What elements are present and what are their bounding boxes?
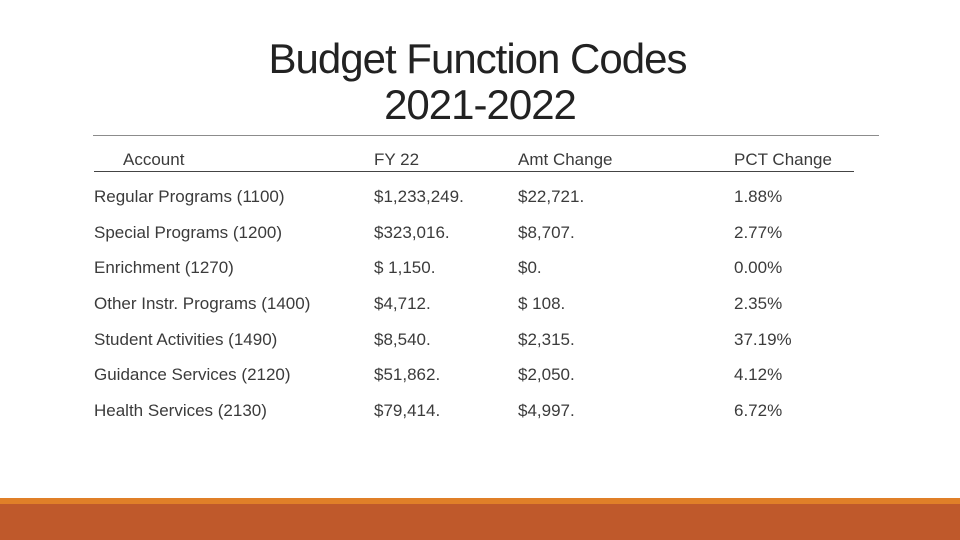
cell-fy22: $8,540. — [374, 329, 431, 349]
table-row: Student Activities (1490) $8,540. $2,315… — [88, 322, 854, 358]
cell-pct-change: 37.19% — [734, 329, 792, 349]
cell-amt-change: $8,707. — [518, 222, 575, 242]
column-header-amt-change: Amt Change — [518, 140, 734, 179]
cell-fy22: $1,233,249. — [374, 186, 464, 206]
cell-pct-change: 4.12% — [734, 365, 783, 385]
cell-amt-change: $ 108. — [518, 293, 566, 313]
cell-account: Special Programs (1200) — [94, 222, 283, 242]
cell-pct-change: 2.35% — [734, 293, 783, 313]
cell-amt-change: $2,050. — [518, 365, 575, 385]
title-divider — [93, 135, 879, 136]
table-row: Special Programs (1200) $323,016. $8,707… — [88, 215, 854, 251]
cell-pct-change: 2.77% — [734, 222, 783, 242]
table-row: Health Services (2130) $79,414. $4,997. … — [88, 393, 854, 429]
cell-fy22: $ 1,150. — [374, 258, 436, 278]
table-header-row: Account FY 22 Amt Change PCT Change — [88, 140, 854, 179]
cell-fy22: $51,862. — [374, 365, 441, 385]
cell-pct-change: 0.00% — [734, 258, 783, 278]
table-row: Regular Programs (1100) $1,233,249. $22,… — [88, 179, 854, 215]
slide-title-line-1: Budget Function Codes — [268, 35, 688, 82]
table-row: Other Instr. Programs (1400) $4,712. $ 1… — [88, 286, 854, 322]
cell-fy22: $323,016. — [374, 222, 450, 242]
cell-pct-change: 6.72% — [734, 400, 783, 420]
cell-account: Other Instr. Programs (1400) — [94, 293, 311, 313]
bottom-accent-stripe — [0, 498, 960, 504]
column-header-fy22: FY 22 — [374, 140, 518, 179]
table-row: Enrichment (1270) $ 1,150. $0. 0.00% — [88, 250, 854, 286]
cell-pct-change: 1.88% — [734, 186, 783, 206]
budget-table: Account FY 22 Amt Change PCT Change Regu… — [88, 140, 854, 429]
column-header-account: Account — [88, 140, 378, 179]
cell-account: Health Services (2130) — [94, 400, 267, 420]
bottom-accent-bar — [0, 498, 960, 540]
cell-amt-change: $22,721. — [518, 186, 585, 206]
cell-amt-change: $0. — [518, 258, 542, 278]
slide-title-line-2: 2021-2022 — [384, 81, 577, 128]
cell-account: Student Activities (1490) — [94, 329, 278, 349]
cell-amt-change: $2,315. — [518, 329, 575, 349]
column-header-pct-change: PCT Change — [734, 140, 854, 179]
cell-fy22: $4,712. — [374, 293, 431, 313]
cell-account: Regular Programs (1100) — [94, 186, 285, 206]
cell-account: Enrichment (1270) — [94, 258, 234, 278]
table-row: Guidance Services (2120) $51,862. $2,050… — [88, 357, 854, 393]
cell-amt-change: $4,997. — [518, 400, 575, 420]
cell-account: Guidance Services (2120) — [94, 365, 291, 385]
cell-fy22: $79,414. — [374, 400, 441, 420]
slide-title: Budget Function Codes 2021-2022 — [0, 36, 960, 128]
